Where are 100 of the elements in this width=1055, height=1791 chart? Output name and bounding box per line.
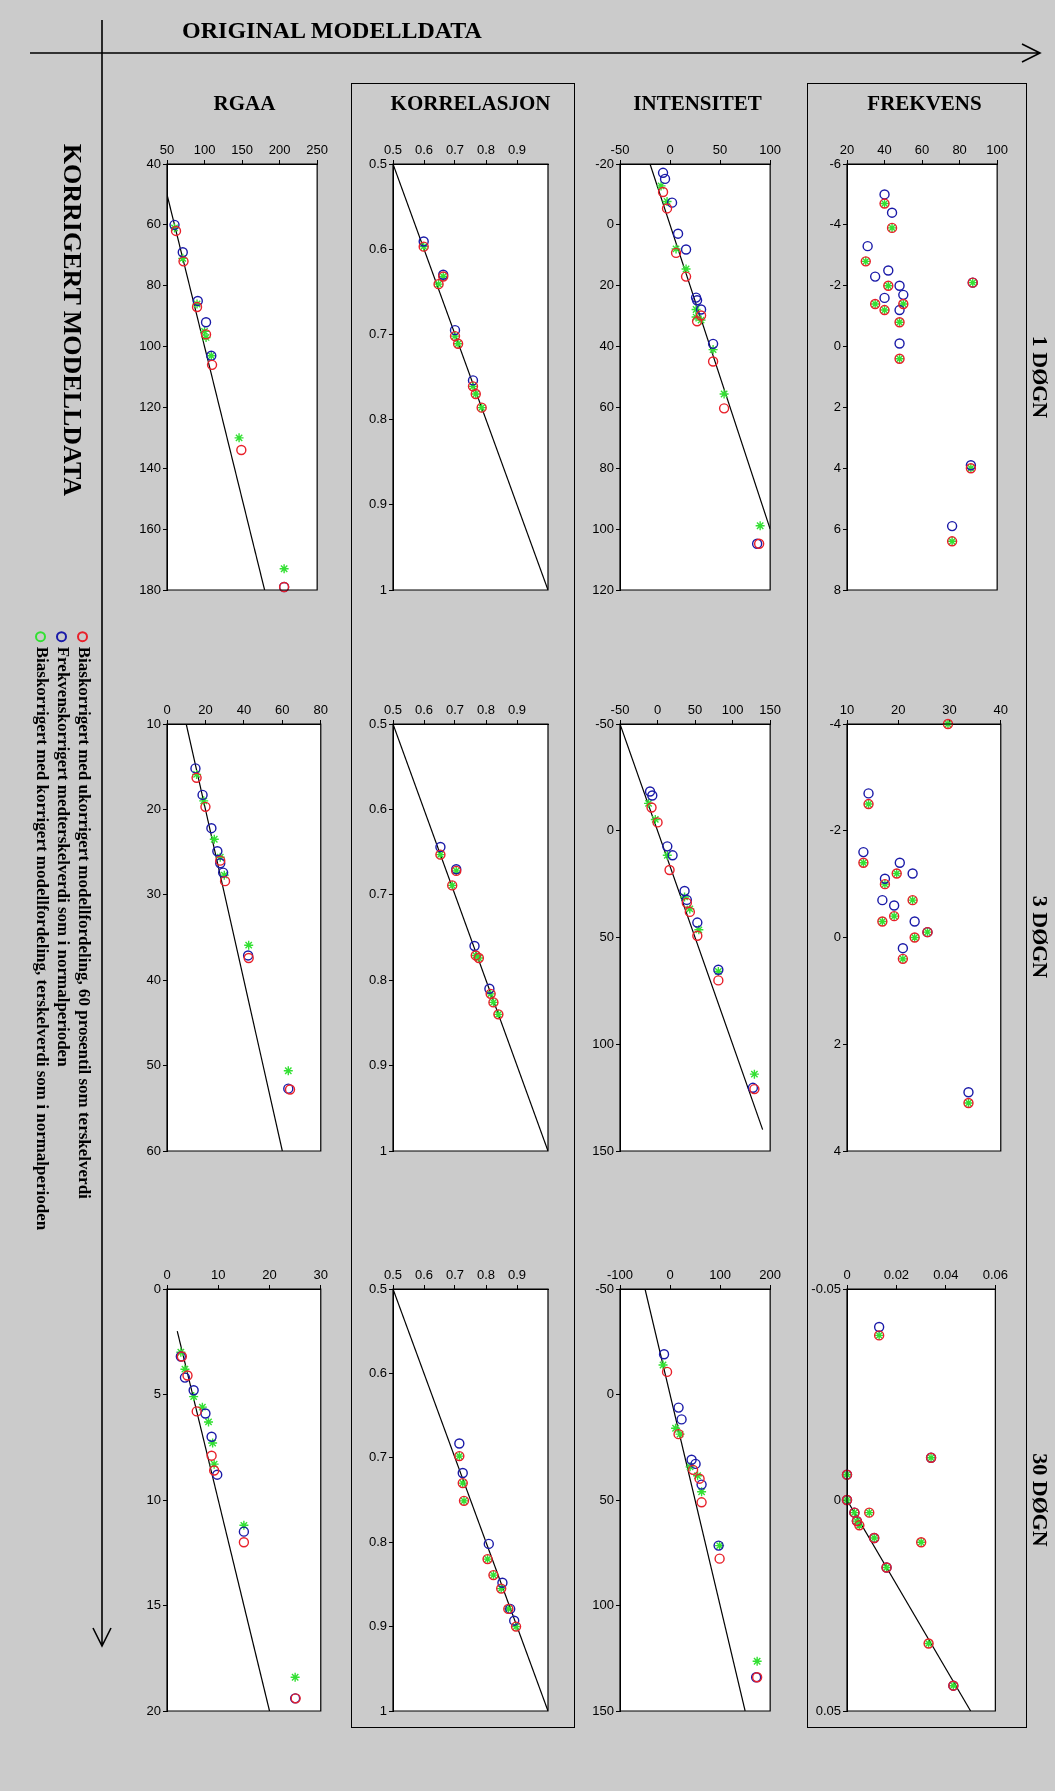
y-tick-label: 6 xyxy=(833,520,841,536)
y-tick-label: -2 xyxy=(829,822,841,838)
x-tick-label: 30 xyxy=(313,1266,328,1282)
y-tick-label: 0.5 xyxy=(368,1280,387,1296)
x-tick-label: 0 xyxy=(653,701,662,717)
legend-label: Biaskorrigert med ukorrigert modellfordeling, 60 prosentil som terskelverdi xyxy=(74,646,94,1199)
x-tick-label: 0.8 xyxy=(476,1266,496,1282)
y-tick-label: 0.5 xyxy=(368,715,387,731)
x-tick-label: 50 xyxy=(712,141,728,157)
y-tick-label: -50 xyxy=(595,1280,614,1296)
x-tick-label: 0.6 xyxy=(414,141,434,157)
x-tick-label: 0.02 xyxy=(883,1266,910,1282)
x-axis-title: RGAA xyxy=(213,91,276,116)
y-tick-label: 80 xyxy=(599,459,614,475)
y-tick-label: 0.7 xyxy=(368,886,387,902)
y-tick-label: -4 xyxy=(829,715,841,731)
y-tick-label: 60 xyxy=(146,1142,161,1158)
x-tick-label: -100 xyxy=(606,1266,634,1282)
x-tick-label: 0.7 xyxy=(445,1266,465,1282)
x-tick-label: 80 xyxy=(313,701,328,717)
x-tick-label: 250 xyxy=(306,141,329,157)
y-tick-label: 20 xyxy=(146,800,161,816)
y-tick-label: 50 xyxy=(599,929,614,945)
x-tick-label: 0.06 xyxy=(982,1266,1009,1282)
x-axis-title: FREKVENS xyxy=(867,91,982,116)
x-tick-label: 0.9 xyxy=(507,1266,527,1282)
x-tick-label: 50 xyxy=(687,701,703,717)
y-tick-label: 0.6 xyxy=(368,240,387,256)
x-tick-label: 100 xyxy=(986,141,1009,157)
y-tick-label: -2 xyxy=(829,277,841,293)
y-tick-label: 4 xyxy=(833,1142,841,1158)
x-tick-label: 10 xyxy=(211,1266,226,1282)
y-tick-label: 0 xyxy=(833,1491,841,1507)
y-tick-label: 120 xyxy=(139,399,161,415)
y-tick-label: -50 xyxy=(595,715,614,731)
y-tick-label: 0 xyxy=(606,216,614,232)
legend-label: Biaskorrigert med korrigert modellfordeling, terskelverdi som i normalperioden xyxy=(32,646,52,1231)
y-tick-label: 160 xyxy=(139,520,161,536)
x-tick-label: 40 xyxy=(877,141,892,157)
x-tick-label: 150 xyxy=(759,701,782,717)
y-tick-label: 1 xyxy=(379,1702,387,1718)
y-tick-label: -0.05 xyxy=(811,1280,841,1296)
x-tick-label: 0.8 xyxy=(476,141,496,157)
y-tick-label: 150 xyxy=(592,1702,614,1718)
y-tick-label: 0.05 xyxy=(815,1702,841,1718)
x-tick-label: 100 xyxy=(721,701,744,717)
x-tick-label: 0 xyxy=(666,141,674,157)
y-tick-label: 140 xyxy=(139,459,161,475)
x-tick-label: 0.6 xyxy=(414,701,434,717)
x-tick-label: 60 xyxy=(275,701,290,717)
y-tick-label: -6 xyxy=(829,155,841,171)
x-tick-label: 60 xyxy=(914,141,930,157)
y-tick-label: 60 xyxy=(146,216,161,232)
y-tick-label: 0 xyxy=(833,338,841,354)
x-axis-title: KORRELASJON xyxy=(390,91,551,116)
y-tick-label: 5 xyxy=(153,1386,161,1402)
x-tick-label: 40 xyxy=(993,701,1008,717)
y-tick-label: 40 xyxy=(599,338,614,354)
x-tick-label: 20 xyxy=(891,701,906,717)
y-tick-label: 50 xyxy=(146,1057,161,1073)
x-axis-title: INTENSITET xyxy=(633,91,762,116)
y-tick-label: 100 xyxy=(592,520,614,536)
x-tick-label: 0.6 xyxy=(414,1266,434,1282)
y-tick-label: 0 xyxy=(606,822,614,838)
y-tick-label: 2 xyxy=(833,1035,841,1051)
x-tick-label: 0 xyxy=(666,1266,674,1282)
y-tick-label: 100 xyxy=(592,1035,614,1051)
y-tick-label: 30 xyxy=(146,886,161,902)
y-tick-label: 0.9 xyxy=(368,1057,387,1073)
x-tick-label: 150 xyxy=(231,141,253,157)
y-tick-label: 0.8 xyxy=(368,411,387,427)
x-tick-label: 0 xyxy=(843,1266,851,1282)
x-tick-label: 100 xyxy=(759,141,782,157)
y-tick-label: 50 xyxy=(599,1491,614,1507)
text: 3 DØGN xyxy=(1027,895,1054,979)
x-tick-label: 20 xyxy=(262,1266,277,1282)
y-tick-label: 120 xyxy=(592,581,614,597)
y-tick-label: -4 xyxy=(829,216,841,232)
y-tick-label: 1 xyxy=(379,581,387,597)
text: ORIGINAL MODELLDATA xyxy=(182,16,482,44)
x-tick-label: 100 xyxy=(193,141,216,157)
y-tick-label: 40 xyxy=(146,971,161,987)
y-tick-label: 4 xyxy=(833,459,841,475)
legend-label: Frekvenskorrigert medterskelverdi som i normalperioden xyxy=(53,646,73,1067)
y-tick-label: -20 xyxy=(595,155,614,171)
y-tick-label: 0.6 xyxy=(368,800,387,816)
y-tick-label: 180 xyxy=(139,581,161,597)
y-tick-label: 15 xyxy=(146,1597,161,1613)
x-tick-label: 100 xyxy=(709,1266,731,1282)
y-tick-label: 0 xyxy=(833,929,841,945)
y-tick-label: 0.9 xyxy=(368,496,387,512)
y-tick-label: 80 xyxy=(146,277,161,293)
x-tick-label: 0.7 xyxy=(445,701,465,717)
y-tick-label: 10 xyxy=(146,715,161,731)
y-tick-label: 60 xyxy=(599,399,614,415)
x-tick-label: 200 xyxy=(268,141,291,157)
y-tick-label: 0.6 xyxy=(368,1364,387,1380)
x-tick-label: 0.9 xyxy=(507,141,527,157)
x-tick-label: 0.9 xyxy=(507,701,527,717)
x-tick-label: 200 xyxy=(759,1266,782,1282)
